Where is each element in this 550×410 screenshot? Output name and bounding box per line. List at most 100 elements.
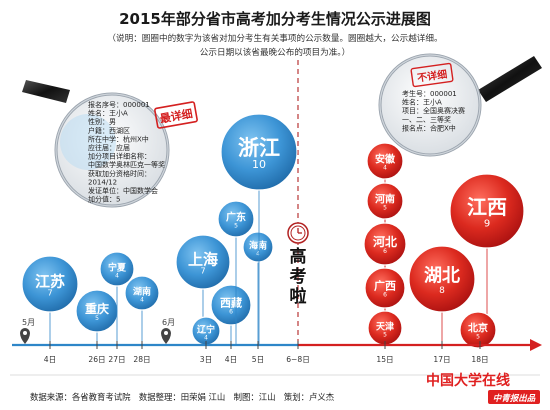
bubble-count: 5 [234, 223, 238, 230]
bubble-circle [124, 275, 160, 311]
bubble-name: 辽宁 [197, 323, 215, 335]
bubble-circle [366, 182, 404, 220]
note-line-2: 公示日期以该省最晚公布的项目为准。） [200, 46, 350, 58]
timeline-date: 5日 [252, 355, 264, 364]
bubble-circle [366, 142, 404, 180]
bubble-count: 4 [140, 296, 144, 303]
timeline-arrow-icon [530, 339, 542, 351]
bubble-count: 7 [200, 267, 205, 276]
card-left-line: 加分项目详细名称： [88, 152, 151, 161]
card-left-line: 加分值：5 [88, 195, 120, 204]
bubble-name: 浙江 [238, 135, 280, 160]
stamp-most-detailed: 最详细 [154, 101, 198, 129]
bubble-count: 4 [383, 165, 387, 172]
stamp-most-detailed-label: 最详细 [159, 106, 194, 126]
bubble-circle [99, 251, 135, 287]
month-june: 6月 [162, 318, 175, 327]
stamp-not-detailed: 不详细 [410, 62, 454, 88]
card-right-line: 考生号：000001 [402, 89, 457, 98]
exam-label-char: 啦 [290, 286, 307, 307]
bubble-name: 上海 [188, 250, 218, 268]
timeline: 5月 6月 4日 26日 27日 28日 3日 4日 5日 6−8日 15日 17日 18日 [12, 318, 542, 364]
bubble-circle [363, 222, 407, 266]
timeline-date: 6−8日 [286, 355, 310, 364]
magnifier-left: 最详细 报名序号：000001姓名：王小A性别：男户籍：西湖区所在中学：杭州X中… [22, 80, 198, 208]
bubble-name: 海南 [249, 239, 267, 251]
bubble-count: 7 [47, 289, 52, 298]
pin-may-icon [20, 328, 30, 344]
bubble-count: 5 [95, 315, 99, 322]
magnifier-handle-icon [22, 80, 70, 103]
bubble-circle [220, 113, 298, 191]
bubble-count: 5 [383, 331, 387, 338]
bubble-name: 湖南 [133, 285, 151, 297]
bubble-name: 天津 [376, 320, 394, 332]
card-left-line: 性别：男 [88, 117, 116, 126]
bubble-name: 江苏 [35, 272, 65, 290]
bubble-name: 北京 [468, 322, 488, 335]
timeline-date: 15日 [376, 355, 393, 364]
bubble-name: 重庆 [85, 301, 109, 316]
bubble-count: 5 [383, 205, 387, 212]
bubble-circle [408, 245, 476, 313]
bubble-name: 西藏 [220, 296, 242, 310]
page-title: 2015年部分省市高考加分考生情况公示进展图 [119, 10, 431, 28]
card-left-line: 户籍：西湖区 [88, 126, 130, 135]
timeline-date: 17日 [433, 355, 450, 364]
pin-june-icon [161, 328, 171, 344]
card-right-line: 报名点：合肥X中 [402, 123, 456, 132]
bubble-name: 河北 [372, 234, 397, 249]
card-left-line: 中国数学奥林匹克一等奖 [88, 160, 165, 169]
card-left: 报名序号：000001姓名：王小A性别：男户籍：西湖区所在中学：杭州X中应往届：… [88, 100, 165, 204]
bubble-7: 广东5 [217, 200, 255, 345]
card-left-line: 姓名：王小A [88, 109, 128, 118]
card-right-line: 一、二、三等奖 [402, 115, 451, 124]
bubble-count: 4 [115, 272, 119, 279]
timeline-date: 28日 [133, 355, 150, 364]
bubble-16: 湖北8 [408, 245, 476, 345]
magnifier-handle-icon [478, 56, 542, 102]
bubble-count: 4 [256, 250, 260, 257]
bubble-name: 广西 [374, 279, 396, 293]
bubble-8: 海南4 [242, 231, 274, 345]
bubble-name: 江西 [467, 195, 507, 219]
card-left-line: 应往届：应届 [88, 143, 130, 152]
bubble-circle [364, 267, 406, 309]
timeline-date: 26日 [88, 355, 105, 364]
brand-main: 中国大学在线 [426, 372, 510, 389]
timeline-date: 18日 [471, 355, 488, 364]
card-right-line: 项目：全国奥赛决赛 [402, 106, 465, 115]
card-right-line: 姓名：王小A [402, 98, 442, 107]
card-left-line: 所在中学：杭州X中 [88, 134, 149, 143]
card-left-line: 发证单位：中国数学会 [88, 186, 158, 195]
month-may: 5月 [22, 318, 35, 327]
card-left-line: 报名序号：000001 [88, 100, 150, 109]
bubble-3: 湖南4 [124, 275, 160, 345]
bubble-count: 6 [383, 292, 387, 299]
bubble-17: 北京5 [459, 311, 497, 349]
bubble-count: 6 [383, 248, 387, 255]
bubble-circle [75, 289, 119, 333]
card-left-line: 获取加分资格时间： [88, 169, 151, 178]
footer-credits: 数据来源：各省教育考试院 数据整理：田荣娟 江山 制图：江山 策划：卢义杰 [30, 392, 334, 402]
exam-label: 高考啦 [289, 246, 307, 307]
bubble-name: 广东 [226, 211, 246, 224]
magnifier-right: 不详细 考生号：000001姓名：王小A项目：全国奥赛决赛一、二、三等奖报名点：… [378, 53, 542, 157]
bubble-4: 上海7 [175, 234, 231, 345]
bubble-15: 江西9 [449, 173, 525, 345]
bubble-count: 10 [252, 158, 266, 171]
bubble-10: 安徽4 [366, 142, 404, 345]
bubble-circle [217, 200, 255, 238]
bubble-6: 西藏6 [210, 284, 252, 345]
exam-label-char: 考 [289, 266, 307, 287]
bubble-count: 6 [229, 309, 233, 316]
timeline-date: 3日 [200, 355, 212, 364]
bubble-count: 9 [484, 218, 490, 229]
bubble-circle [449, 173, 525, 249]
bubble-circle [242, 231, 274, 263]
bubble-name: 宁夏 [108, 261, 127, 273]
bubble-2: 宁夏4 [99, 251, 135, 345]
bubble-circle [210, 284, 252, 326]
